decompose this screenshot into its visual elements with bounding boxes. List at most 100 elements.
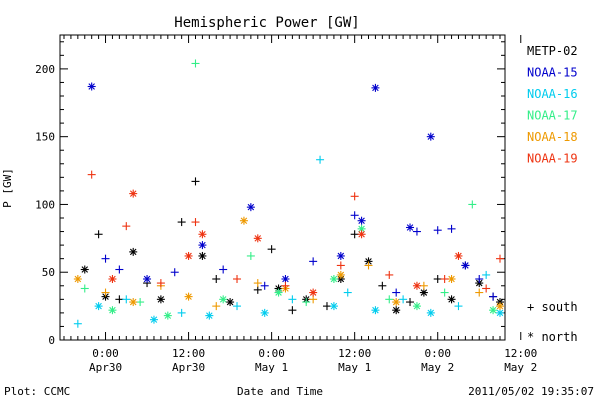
data-point bbox=[447, 275, 456, 283]
data-point bbox=[322, 302, 331, 311]
data-point bbox=[406, 223, 415, 232]
x-tick-label-time: 0:00 bbox=[424, 347, 451, 360]
data-point bbox=[198, 230, 207, 239]
legend-entry: NOAA-15 bbox=[527, 66, 578, 80]
data-point bbox=[246, 251, 255, 260]
data-point bbox=[378, 281, 387, 290]
data-point bbox=[212, 275, 221, 283]
data-point bbox=[454, 251, 463, 260]
data-point bbox=[288, 295, 297, 304]
data-point bbox=[108, 306, 117, 315]
data-point bbox=[329, 275, 338, 283]
data-point bbox=[73, 275, 82, 283]
data-point bbox=[136, 298, 145, 307]
y-tick-label: 50 bbox=[42, 266, 55, 279]
x-tick-label-date: Apr30 bbox=[89, 361, 122, 374]
y-tick-label: 150 bbox=[35, 131, 55, 144]
data-point bbox=[73, 319, 82, 328]
x-tick-label-date: May 1 bbox=[255, 361, 288, 374]
data-points bbox=[73, 59, 504, 328]
data-point bbox=[309, 295, 318, 304]
data-point bbox=[350, 230, 359, 239]
legend-entry: NOAA-17 bbox=[527, 109, 578, 123]
data-point bbox=[281, 275, 290, 283]
data-point bbox=[101, 254, 110, 263]
data-point bbox=[253, 234, 262, 243]
data-point bbox=[475, 288, 484, 297]
data-point bbox=[191, 218, 200, 227]
data-point bbox=[260, 308, 269, 317]
data-point bbox=[496, 302, 504, 311]
plot-frame bbox=[59, 34, 506, 341]
data-point bbox=[281, 281, 290, 290]
data-point bbox=[80, 284, 89, 293]
data-point bbox=[426, 132, 435, 141]
data-point bbox=[392, 298, 401, 307]
x-tick-label-time: 0:00 bbox=[92, 347, 119, 360]
data-point bbox=[87, 170, 96, 179]
data-point bbox=[419, 281, 428, 290]
data-point bbox=[371, 306, 380, 315]
data-point bbox=[433, 275, 442, 283]
data-point bbox=[253, 279, 262, 288]
data-point bbox=[191, 59, 200, 68]
y-axis-ticks: 0 50 100 150 200 bbox=[35, 41, 505, 347]
data-point bbox=[163, 311, 172, 320]
data-point bbox=[440, 288, 449, 297]
legend-entry: METP-02 bbox=[527, 44, 578, 58]
x-tick-label-time: 12:00 bbox=[338, 347, 371, 360]
data-point bbox=[385, 270, 394, 279]
data-point bbox=[399, 295, 408, 304]
data-point bbox=[461, 261, 470, 270]
data-point bbox=[329, 302, 338, 311]
data-point bbox=[129, 189, 138, 198]
data-point bbox=[309, 288, 318, 297]
x-tick-label-date: Apr30 bbox=[172, 361, 205, 374]
data-point bbox=[426, 308, 435, 317]
data-point bbox=[129, 298, 138, 307]
data-point bbox=[412, 281, 421, 290]
data-point bbox=[94, 302, 103, 311]
data-point bbox=[392, 288, 401, 297]
x-tick-label-time: 0:00 bbox=[258, 347, 285, 360]
data-point bbox=[447, 295, 456, 304]
data-point bbox=[412, 302, 421, 311]
data-point bbox=[198, 251, 207, 260]
marker-legend-entry: * north bbox=[527, 330, 578, 344]
data-point bbox=[177, 218, 186, 227]
y-tick-label: 0 bbox=[48, 334, 55, 347]
data-point bbox=[122, 295, 131, 304]
data-point bbox=[115, 295, 124, 304]
data-point bbox=[336, 261, 345, 270]
marker-legend-entry: + south bbox=[527, 300, 578, 314]
data-point bbox=[87, 82, 96, 91]
data-point bbox=[482, 270, 491, 279]
data-point bbox=[475, 275, 484, 283]
legend-entry: NOAA-16 bbox=[527, 87, 578, 101]
data-point bbox=[406, 298, 415, 307]
x-tick-label-date: May 2 bbox=[421, 361, 454, 374]
x-tick-label-time: 12:00 bbox=[504, 347, 537, 360]
data-point bbox=[385, 295, 394, 304]
data-point bbox=[101, 288, 110, 297]
data-point bbox=[274, 288, 283, 297]
data-point bbox=[233, 275, 242, 283]
x-tick-label-time: 12:00 bbox=[172, 347, 205, 360]
data-point bbox=[122, 222, 131, 231]
data-point bbox=[489, 292, 498, 301]
data-point bbox=[156, 279, 165, 288]
data-point bbox=[80, 265, 89, 274]
data-point bbox=[156, 295, 165, 304]
data-point bbox=[212, 302, 221, 311]
x-tick-label-date: May 2 bbox=[504, 361, 537, 374]
data-point bbox=[336, 251, 345, 260]
data-point bbox=[302, 298, 311, 307]
data-point bbox=[336, 270, 345, 279]
data-point bbox=[350, 192, 359, 201]
data-point bbox=[496, 254, 504, 263]
data-point bbox=[108, 275, 117, 283]
data-point bbox=[260, 281, 269, 290]
data-point bbox=[433, 226, 442, 235]
data-point bbox=[364, 261, 373, 270]
data-point bbox=[246, 203, 255, 212]
